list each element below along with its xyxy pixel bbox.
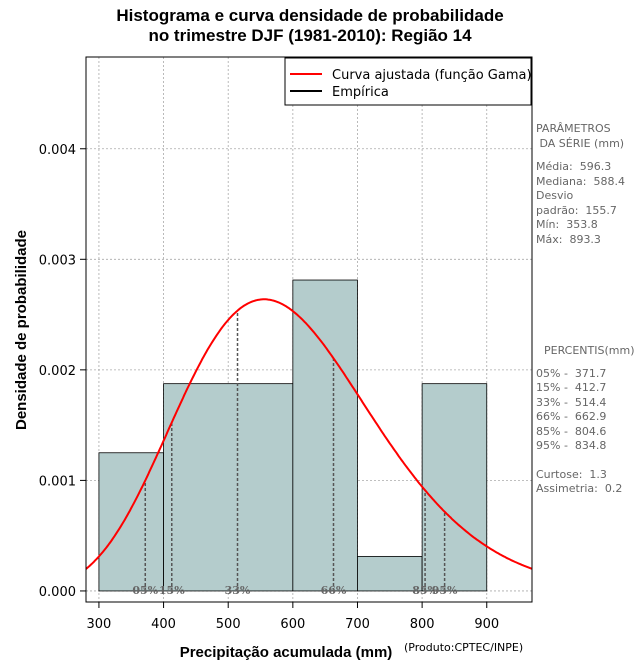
- legend-label-curve: Curva ajustada (função Gama): [332, 68, 532, 83]
- percentile-label: 85%: [412, 584, 438, 597]
- percentile-66: 66% - 662.9: [536, 410, 607, 423]
- percentile-layer: 05% 15% 33% 66% 85%95%: [132, 310, 458, 597]
- params-title: PARÂMETROS: [536, 122, 611, 135]
- percentile-label: 66%: [321, 584, 347, 597]
- y-axis-label: Densidade de probabilidade: [13, 230, 30, 430]
- param-median: Mediana: 588.4: [536, 174, 625, 188]
- percentile-label: 33%: [225, 584, 251, 597]
- axes-layer: 300 400 500 600 700 800 900 0.000 0.001 0.002 0.00…: [13, 56, 533, 660]
- params-title-unit: DA SÉRIE (mm): [536, 136, 625, 150]
- x-tick-label: 900: [474, 617, 499, 632]
- histogram-bar: [163, 383, 294, 592]
- legend-layer: Curva ajustada (função Gama) Empírica: [284, 57, 532, 106]
- percentile-85: 85% - 804.6: [536, 424, 607, 438]
- legend-box: [284, 57, 532, 106]
- x-tick-label: 500: [216, 617, 241, 632]
- x-tick-label: 700: [345, 617, 370, 632]
- x-axis-label: Precipitação acumulada (mm): [180, 644, 393, 660]
- legend-label-empirical: Empírica: [332, 85, 389, 100]
- y-tick-label: 0.001: [39, 474, 76, 489]
- percentile-05: 05% - 371.7: [536, 366, 607, 380]
- histogram-bar: [421, 383, 488, 592]
- param-max: Máx: 893.3: [536, 232, 601, 246]
- histogram-bar: [98, 452, 164, 592]
- gamma-curve: [85, 298, 533, 570]
- param-stddev-label: Desvio: [536, 189, 574, 202]
- y-tick-label: 0.003: [39, 253, 76, 268]
- percentile-33: 33% - 514.4: [536, 395, 607, 409]
- y-tick-label: 0.004: [39, 143, 76, 158]
- plot-frame: [85, 56, 533, 603]
- skewness: Assimetria: 0.2: [536, 482, 623, 495]
- series-parameters-panel: PARÂMETROS DA SÉRIE (mm) Média: 596.3 Me…: [536, 122, 625, 247]
- percentile-95: 95% - 834.8: [536, 439, 607, 452]
- percentiles-panel: PERCENTIS(mm) 05% - 371.7 15% - 412.7 33…: [536, 344, 635, 497]
- y-tick-label: 0.000: [39, 585, 76, 600]
- percentile-label: 05%: [132, 584, 158, 597]
- param-mean: Média: 596.3: [536, 160, 612, 173]
- product-credit: (Produto:CPTEC/INPE): [404, 641, 524, 654]
- chart-title-line-1: Histograma e curva densidade de probabil…: [116, 6, 504, 25]
- chart-title-line-2: no trimestre DJF (1981-2010): Região 14: [148, 26, 472, 45]
- param-min: Mín: 353.8: [536, 218, 598, 231]
- y-tick-label: 0.002: [39, 364, 76, 379]
- bars-layer: [98, 279, 488, 592]
- percentile-label: 15%: [159, 584, 185, 597]
- x-tick-label: 600: [280, 617, 305, 632]
- percentile-15: 15% - 412.7: [536, 381, 607, 394]
- histogram-bar: [292, 279, 358, 592]
- param-stddev: padrão: 155.7: [536, 203, 617, 217]
- percentiles-title: PERCENTIS(mm): [544, 344, 635, 357]
- x-tick-label: 400: [151, 617, 176, 632]
- percentile-label: 95%: [432, 584, 458, 597]
- curve-layer: [85, 298, 533, 570]
- x-tick-label: 300: [87, 617, 112, 632]
- kurtosis: Curtose: 1.3: [536, 467, 607, 481]
- histogram-bar: [357, 555, 423, 592]
- chart-title: Histograma e curva densidade de probabil…: [0, 6, 620, 46]
- x-tick-label: 800: [410, 617, 435, 632]
